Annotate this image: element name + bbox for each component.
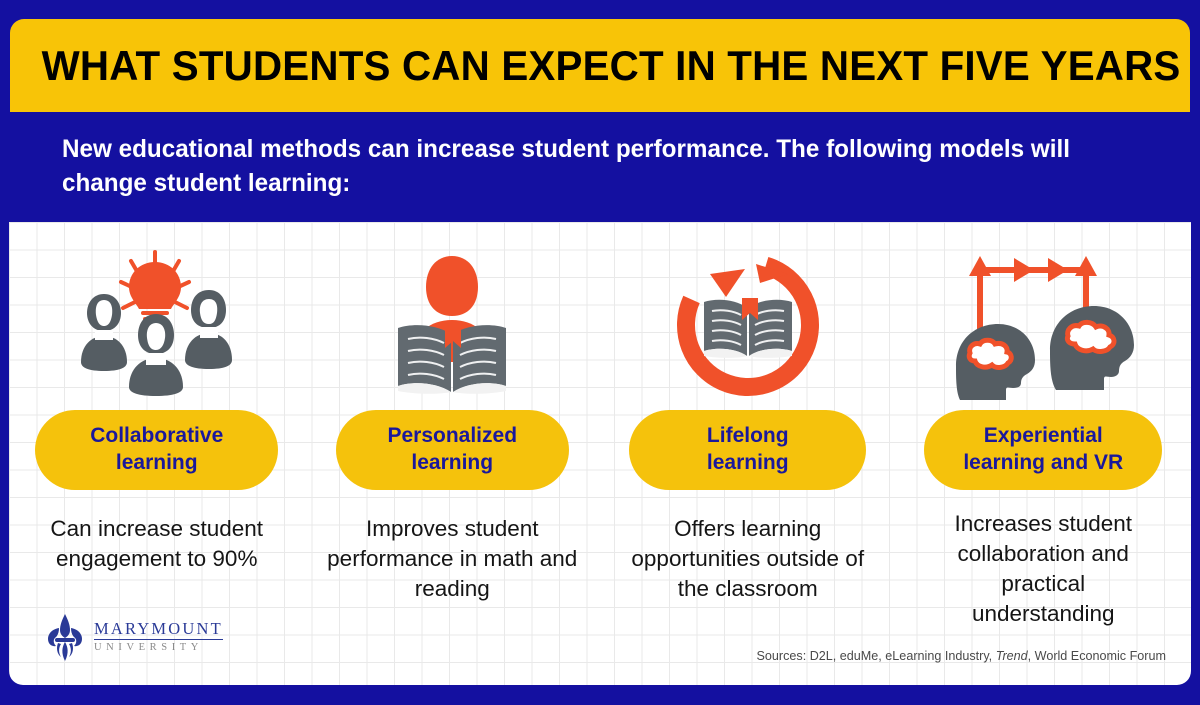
- logo-name: MARYMOUNT: [94, 620, 223, 640]
- model-columns: Collaborative learning Can increase stude…: [9, 222, 1191, 685]
- title-banner: WHAT STUDENTS CAN EXPECT IN THE NEXT FIV…: [10, 19, 1190, 112]
- pill-collaborative-learning[interactable]: Collaborative learning: [35, 410, 279, 490]
- pill-label: Experiential learning and VR: [963, 424, 1124, 474]
- column-experiential-learning-vr: Experiential learning and VR Increases st…: [896, 222, 1192, 685]
- pill-experiential-learning-vr[interactable]: Experiential learning and VR: [924, 410, 1163, 490]
- column-personalized-learning: Personalized learning Improves student pe…: [305, 222, 601, 685]
- sources-line: Sources: D2L, eduMe, eLearning Industry,…: [757, 649, 1167, 663]
- sources-prefix: Sources: D2L, eduMe, eLearning Industry,: [756, 649, 996, 663]
- book-in-cycle-arrow-icon: [648, 232, 848, 400]
- pill-personalized-learning[interactable]: Personalized learning: [335, 410, 569, 490]
- logo-wordmark: MARYMOUNT UNIVERSITY: [94, 620, 223, 654]
- description-experiential-learning-vr: Increases student collaboration and prac…: [954, 510, 1133, 626]
- sources-italic-title: Trend: [995, 649, 1028, 663]
- subtitle-text: New educational methods can increase stu…: [62, 135, 1070, 197]
- column-collaborative-learning: Collaborative learning Can increase stude…: [9, 222, 305, 685]
- description-collaborative-learning: Can increase student engagement to 90%: [50, 515, 264, 571]
- pill-label: Personalized learning: [387, 424, 518, 474]
- sources-suffix: , World Economic Forum: [1027, 649, 1166, 663]
- pill-label: Lifelong learning: [706, 424, 789, 474]
- marymount-university-logo: MARYMOUNT UNIVERSITY: [45, 612, 223, 662]
- column-lifelong-learning: Lifelong learning Offers learning opportu…: [600, 222, 896, 685]
- page-title: WHAT STUDENTS CAN EXPECT IN THE NEXT FIV…: [41, 41, 1181, 89]
- group-with-lightbulb-icon: [57, 232, 257, 400]
- person-reading-book-icon: [352, 232, 552, 400]
- pill-lifelong-learning[interactable]: Lifelong learning: [629, 410, 867, 490]
- logo-subname: UNIVERSITY: [94, 642, 203, 653]
- description-lifelong-learning: Offers learning opportunities outside of…: [631, 515, 865, 601]
- pill-label: Collaborative learning: [90, 424, 224, 474]
- two-heads-brain-arrows-icon: [938, 232, 1148, 400]
- content-panel: Collaborative learning Can increase stude…: [9, 222, 1191, 685]
- description-personalized-learning: Improves student performance in math and…: [327, 515, 578, 601]
- fleur-de-lis-icon: [48, 614, 82, 661]
